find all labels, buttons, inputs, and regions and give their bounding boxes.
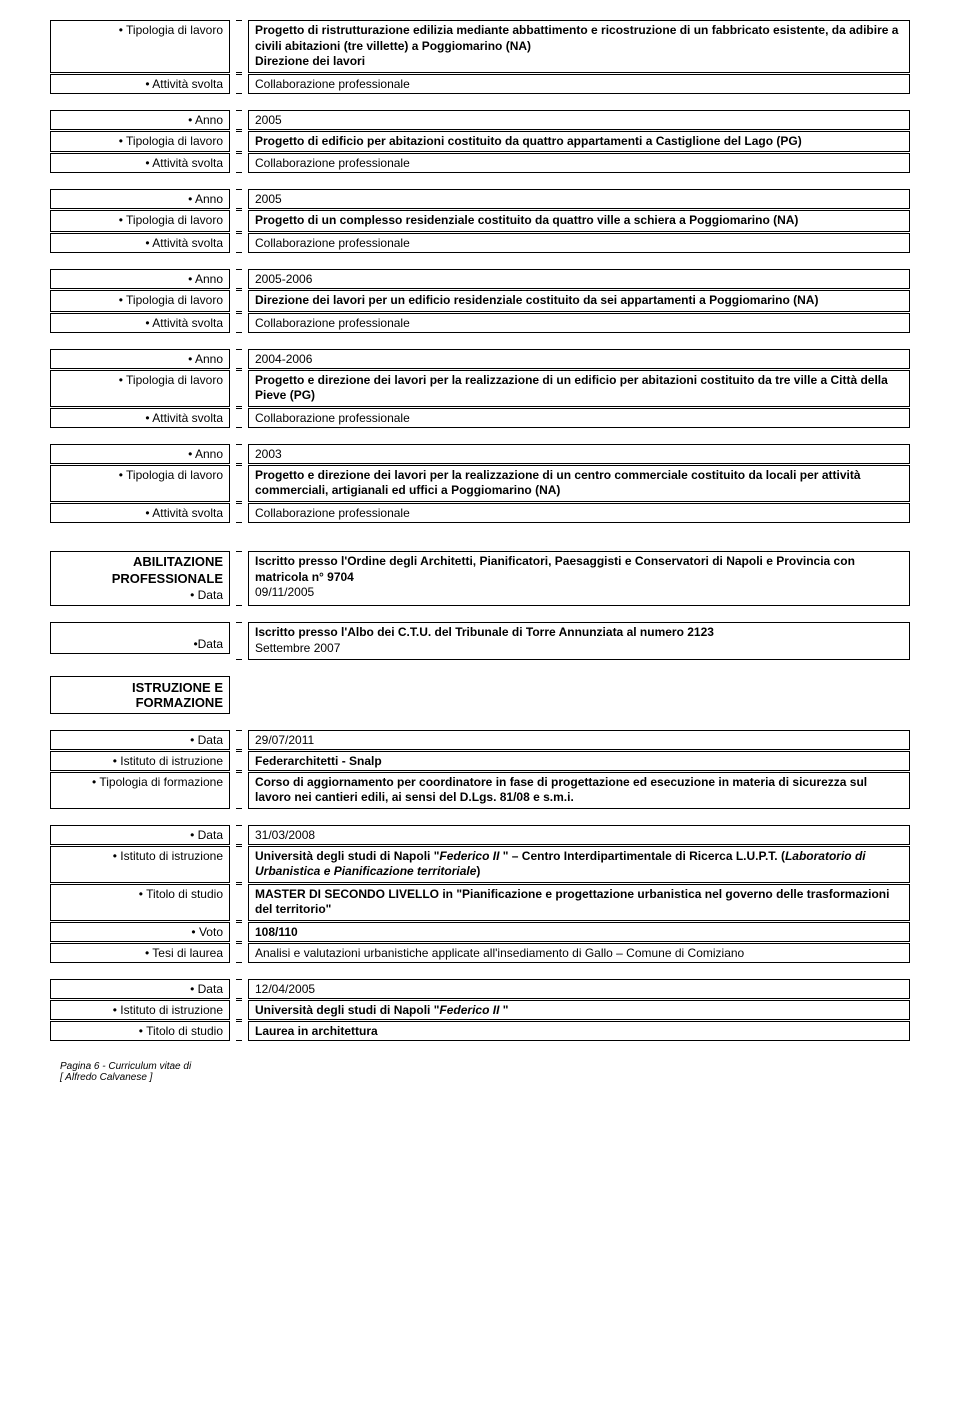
work-entry-5: Anno 2004-2006 Tipologia di lavoro Proge… [50, 349, 910, 428]
label-tesi: Tesi di laurea [50, 943, 230, 963]
abilitazione-desc-2: Iscritto presso l'Albo dei C.T.U. del Tr… [248, 622, 910, 659]
work-description: Direzione dei lavori per un edificio res… [248, 290, 910, 312]
edu-date: 12/04/2005 [248, 979, 910, 999]
label-attivita: Attività svolta [50, 153, 230, 173]
work-activity: Collaborazione professionale [248, 233, 910, 253]
work-description: Progetto di un complesso residenziale co… [248, 210, 910, 232]
work-entry-6: Anno 2003 Tipologia di lavoro Progetto e… [50, 444, 910, 523]
work-description: Progetto di ristrutturazione edilizia me… [248, 20, 910, 73]
edu-institute: Federarchitetti - Snalp [248, 751, 910, 771]
work-description: Progetto di edificio per abitazioni cost… [248, 131, 910, 153]
work-entry-1: Tipologia di lavoro Progetto di ristrutt… [50, 20, 910, 94]
work-activity: Collaborazione professionale [248, 503, 910, 523]
edu-titolo: MASTER DI SECONDO LIVELLO in "Pianificaz… [248, 884, 910, 921]
label-anno: Anno [50, 269, 230, 289]
work-year: 2004-2006 [248, 349, 910, 369]
label-attivita: Attività svolta [50, 313, 230, 333]
edu-institute: Università degli studi di Napoli "Federi… [248, 1000, 910, 1020]
label-attivita: Attività svolta [50, 503, 230, 523]
edu-institute: Università degli studi di Napoli "Federi… [248, 846, 910, 883]
label-data: Data [50, 622, 230, 654]
education-entry-2: Data 31/03/2008 Istituto di istruzione U… [50, 825, 910, 963]
edu-date: 31/03/2008 [248, 825, 910, 845]
education-entry-3: Data 12/04/2005 Istituto di istruzione U… [50, 979, 910, 1041]
page-footer: Pagina 6 - Curriculum vitae di [ Alfredo… [50, 1061, 910, 1083]
work-entry-4: Anno 2005-2006 Tipologia di lavoro Direz… [50, 269, 910, 333]
label-tipologia: Tipologia di lavoro [50, 20, 230, 73]
istruzione-title: ISTRUZIONE E FORMAZIONE [50, 676, 230, 714]
label-titolo: Titolo di studio [50, 1021, 230, 1041]
edu-date: 29/07/2011 [248, 730, 910, 750]
abilitazione-title: ABILITAZIONE PROFESSIONALE Data [50, 551, 230, 606]
work-activity: Collaborazione professionale [248, 313, 910, 333]
edu-titolo: Laurea in architettura [248, 1021, 910, 1041]
work-entry-3: Anno 2005 Tipologia di lavoro Progetto d… [50, 189, 910, 253]
label-tipologia: Tipologia di lavoro [50, 290, 230, 312]
label-anno: Anno [50, 349, 230, 369]
work-description: Progetto e direzione dei lavori per la r… [248, 465, 910, 502]
label-anno: Anno [50, 189, 230, 209]
label-attivita: Attività svolta [50, 74, 230, 94]
work-activity: Collaborazione professionale [248, 408, 910, 428]
label-anno: Anno [50, 444, 230, 464]
work-activity: Collaborazione professionale [248, 74, 910, 94]
label-data: Data [50, 825, 230, 845]
label-tipologia: Tipologia di lavoro [50, 210, 230, 232]
edu-tesi: Analisi e valutazioni urbanistiche appli… [248, 943, 910, 963]
label-tipologia: Tipologia di lavoro [50, 370, 230, 407]
label-tipologia: Tipologia di lavoro [50, 131, 230, 153]
label-tipologia: Tipologia di lavoro [50, 465, 230, 502]
edu-formazione: Corso di aggiornamento per coordinatore … [248, 772, 910, 809]
work-year: 2005-2006 [248, 269, 910, 289]
label-istituto: Istituto di istruzione [50, 751, 230, 771]
label-data: Data [50, 730, 230, 750]
label-formazione: Tipologia di formazione [50, 772, 230, 809]
edu-voto: 108/110 [248, 922, 910, 942]
work-year: 2003 [248, 444, 910, 464]
label-istituto: Istituto di istruzione [50, 1000, 230, 1020]
label-attivita: Attività svolta [50, 233, 230, 253]
work-activity: Collaborazione professionale [248, 153, 910, 173]
abilitazione-section: ABILITAZIONE PROFESSIONALE Data Iscritto… [50, 551, 910, 606]
label-voto: Voto [50, 922, 230, 942]
label-titolo: Titolo di studio [50, 884, 230, 921]
work-year: 2005 [248, 110, 910, 130]
label-attivita: Attività svolta [50, 408, 230, 428]
work-year: 2005 [248, 189, 910, 209]
abilitazione-desc: Iscritto presso l'Ordine degli Architett… [248, 551, 910, 606]
work-description: Progetto e direzione dei lavori per la r… [248, 370, 910, 407]
label-data: Data [50, 979, 230, 999]
work-entry-2: Anno 2005 Tipologia di lavoro Progetto d… [50, 110, 910, 174]
label-anno: Anno [50, 110, 230, 130]
education-entry-1: Data 29/07/2011 Istituto di istruzione F… [50, 730, 910, 809]
istruzione-header: ISTRUZIONE E FORMAZIONE [50, 676, 910, 714]
label-istituto: Istituto di istruzione [50, 846, 230, 883]
abilitazione-section-2: Data Iscritto presso l'Albo dei C.T.U. d… [50, 622, 910, 659]
